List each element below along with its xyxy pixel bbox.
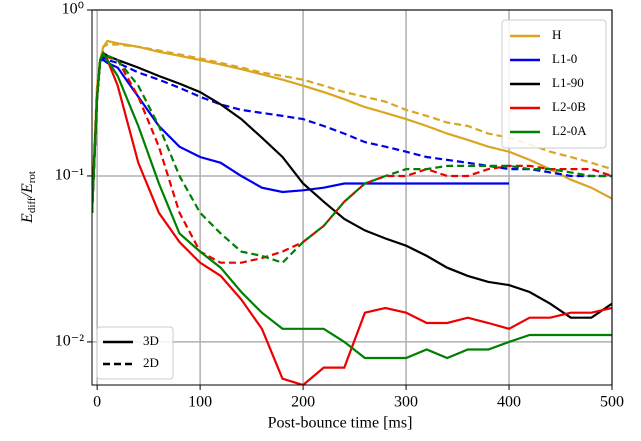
- x-tick-label: 400: [497, 394, 521, 411]
- series-line: [92, 58, 509, 213]
- series-line: [92, 55, 612, 213]
- series-line: [92, 51, 612, 264]
- legend-label: L1-0: [552, 51, 577, 66]
- x-tick-label: 0: [93, 394, 101, 411]
- x-tick-label: 100: [188, 394, 212, 411]
- legend-label: L1-90: [552, 75, 584, 90]
- x-axis-label: Post-bounce time [ms]: [268, 415, 413, 432]
- x-tick-label: 200: [291, 394, 315, 411]
- y-label-part: rot: [26, 171, 38, 183]
- series-line: [92, 50, 612, 385]
- legend-box: [96, 326, 174, 380]
- y-axis-label: Ediff/Erot: [19, 171, 38, 224]
- legend-label: L2-0B: [552, 99, 586, 114]
- series-line: [92, 50, 612, 360]
- y-tick-label: 10⁰: [62, 1, 84, 18]
- series-line: [92, 51, 612, 319]
- plot-frame: [91, 9, 613, 386]
- legend-label: H: [552, 27, 561, 42]
- legend-label: L2-0A: [552, 123, 587, 138]
- legend-box: [501, 19, 607, 149]
- y-label-part: E: [19, 213, 36, 224]
- y-tick-label: 10⁻²: [55, 333, 84, 350]
- legend-label: 3D: [143, 333, 159, 348]
- x-tick-label: 500: [600, 394, 624, 411]
- series-line: [92, 39, 612, 202]
- x-tick-label: 300: [394, 394, 418, 411]
- series-line: [92, 51, 612, 264]
- y-label-part: diff: [26, 197, 38, 213]
- y-label-part: /E: [19, 183, 36, 198]
- legend-label: 2D: [143, 355, 159, 370]
- y-tick-label: 10⁻¹: [55, 167, 84, 184]
